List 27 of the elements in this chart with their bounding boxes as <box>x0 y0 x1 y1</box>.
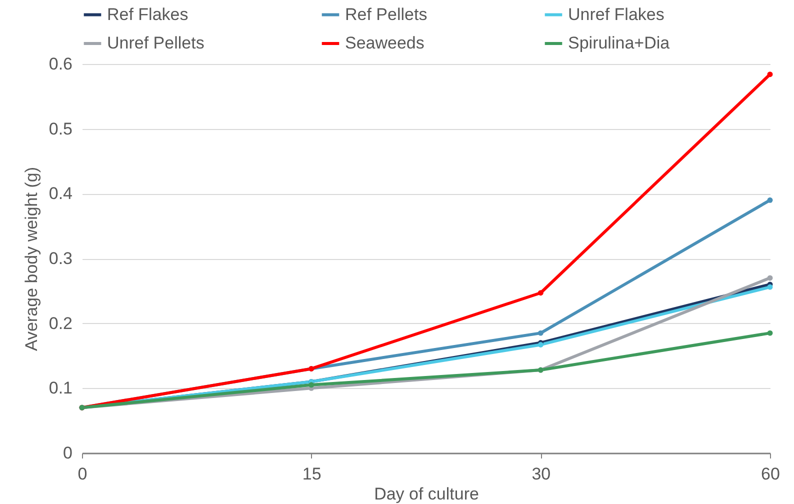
legend-label: Seaweeds <box>345 34 424 52</box>
legend-label: Ref Flakes <box>107 4 188 24</box>
point <box>538 330 544 336</box>
legend-label: Ref Pellets <box>345 4 428 24</box>
legend-label: Unref Pellets <box>107 34 204 52</box>
y-tick-label: 0.4 <box>48 184 72 204</box>
legend-label: Spirulina+Dia <box>568 34 670 52</box>
y-tick-label: 0 <box>63 444 72 462</box>
point <box>767 197 773 203</box>
point <box>767 330 773 336</box>
y-tick-label: 0.3 <box>48 249 72 268</box>
y-tick-label: 0.2 <box>48 314 72 333</box>
y-tick-label: 0.6 <box>48 54 72 74</box>
legend-label: Unref Flakes <box>568 4 664 24</box>
x-tick-label: 30 <box>532 464 551 484</box>
point <box>538 290 544 296</box>
x-tick-label: 60 <box>761 464 780 484</box>
y-tick-label: 0.5 <box>48 119 72 138</box>
y-axis-title: Average body weight (g) <box>22 167 41 351</box>
point <box>767 275 773 281</box>
point <box>767 284 773 290</box>
point <box>767 72 773 78</box>
x-tick-label: 15 <box>302 464 322 484</box>
point <box>308 382 314 388</box>
x-axis-title: Day of culture <box>374 484 479 504</box>
x-tick-label: 0 <box>78 464 88 484</box>
y-tick-label: 0.1 <box>48 378 72 398</box>
